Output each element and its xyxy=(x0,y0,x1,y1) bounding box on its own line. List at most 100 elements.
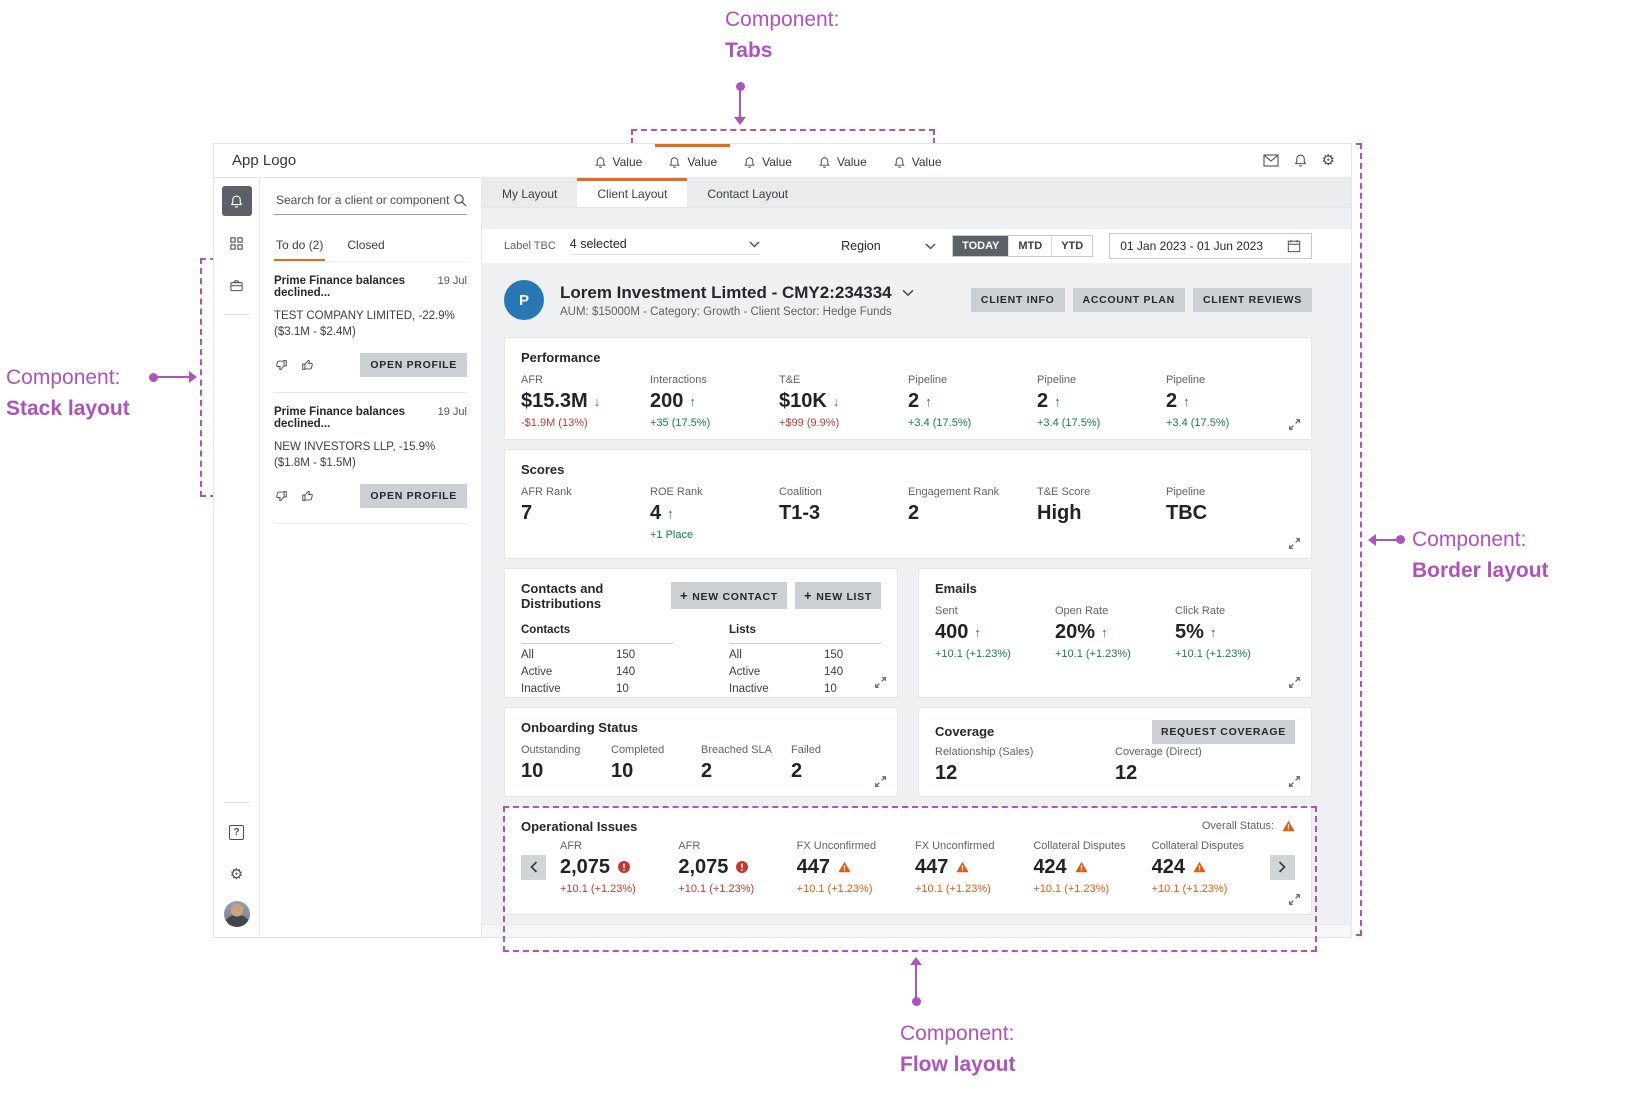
notification-date: 19 Jul xyxy=(437,406,467,419)
plus-icon: + xyxy=(679,588,689,604)
open-profile-button[interactable]: OPEN PROFILE xyxy=(360,353,467,378)
thumbs-up-icon[interactable] xyxy=(301,358,315,372)
app-header: App Logo Value Value Value Value Value xyxy=(214,144,1351,178)
annotation-border-name: Border layout xyxy=(1412,559,1549,582)
flow-connector-arrow xyxy=(910,957,922,965)
tab-client-layout[interactable]: Client Layout xyxy=(577,178,688,207)
open-profile-button[interactable]: OPEN PROFILE xyxy=(360,484,467,509)
rail-divider xyxy=(223,802,250,803)
annotation-stack: Component: Stack layout xyxy=(6,362,130,424)
expand-icon[interactable] xyxy=(874,676,887,689)
metric-afr-issues: AFR 2,075 +10.1 (+1.23%) xyxy=(560,839,636,895)
rail-dashboard-button[interactable] xyxy=(222,228,252,258)
metric-outstanding: Outstanding 10 xyxy=(521,743,581,782)
filter-label: Label TBC xyxy=(504,240,556,252)
bell-icon[interactable] xyxy=(1293,153,1308,168)
date-range-picker[interactable]: 01 Jan 2023 - 01 Jun 2023 xyxy=(1109,233,1312,259)
rail-settings-button[interactable]: ⚙ xyxy=(222,859,252,889)
app-window: App Logo Value Value Value Value Value xyxy=(213,143,1352,938)
plus-icon: + xyxy=(803,588,813,604)
metric-roe-rank: ROE Rank 4 ↑ +1 Place xyxy=(650,486,703,542)
label-select-value: 4 selected xyxy=(569,237,627,251)
border-connector-line xyxy=(1375,539,1400,541)
notification-date: 19 Jul xyxy=(437,275,467,287)
period-ytd-button[interactable]: YTD xyxy=(1051,236,1093,256)
bell-icon xyxy=(668,156,681,169)
search-icon[interactable] xyxy=(453,193,467,207)
header-tab-value-1[interactable]: Value xyxy=(581,144,656,177)
bell-icon xyxy=(818,156,831,169)
header-tab-label: Value xyxy=(762,155,792,169)
scroll-left-button[interactable] xyxy=(521,854,546,880)
expand-icon[interactable] xyxy=(1288,775,1301,788)
warning-icon xyxy=(1282,820,1295,832)
thumbs-down-icon[interactable] xyxy=(274,489,288,503)
client-reviews-button[interactable]: CLIENT REVIEWS xyxy=(1192,288,1312,312)
tab-my-layout[interactable]: My Layout xyxy=(502,187,558,201)
tab-closed[interactable]: Closed xyxy=(347,238,385,252)
header-tab-value-5[interactable]: Value xyxy=(880,144,955,177)
search-input[interactable] xyxy=(274,192,453,208)
thumbs-up-icon[interactable] xyxy=(301,489,315,503)
user-avatar[interactable] xyxy=(223,901,250,927)
stack-connector-dot xyxy=(149,373,158,382)
annotation-flow-name: Flow layout xyxy=(900,1053,1016,1076)
period-today-button[interactable]: TODAY xyxy=(953,236,1009,256)
metric-pipeline-score: Pipeline TBC xyxy=(1166,486,1208,525)
period-mtd-button[interactable]: MTD xyxy=(1008,236,1052,256)
briefcase-icon xyxy=(229,278,244,293)
account-plan-button[interactable]: ACCOUNT PLAN xyxy=(1072,288,1185,312)
contacts-card: Contacts and Distributions + NEW CONTACT … xyxy=(504,567,898,698)
grid-icon xyxy=(229,236,244,251)
expand-icon[interactable] xyxy=(1288,676,1301,689)
calendar-icon xyxy=(1287,239,1301,253)
horizontal-scrollbar[interactable] xyxy=(482,924,1351,937)
rail-help-button[interactable] xyxy=(222,817,252,847)
annotation-border-prefix: Component: xyxy=(1412,528,1527,551)
region-select-value: Region xyxy=(841,239,881,253)
performance-card: Performance AFR $15.3M ↓ -$1.9M (13%) Int… xyxy=(504,337,1312,441)
metric-sent: Sent 400 ↑ +10.1 (+1.23%) xyxy=(935,604,1011,660)
chevron-down-icon[interactable] xyxy=(902,289,914,297)
coverage-card: Coverage REQUEST COVERAGE Relationship (… xyxy=(918,706,1312,797)
table-row: Active 140 xyxy=(521,665,636,678)
expand-icon[interactable] xyxy=(1288,893,1301,906)
mail-icon[interactable] xyxy=(1262,154,1279,167)
annotation-tabs-name: Tabs xyxy=(725,39,773,62)
bell-icon xyxy=(229,194,244,209)
icon-rail: ⚙ xyxy=(214,178,260,937)
arrow-down-icon: ↓ xyxy=(832,394,840,409)
header-tab-value-2[interactable]: Value xyxy=(655,144,731,177)
client-info-button[interactable]: CLIENT INFO xyxy=(970,288,1065,312)
table-row: Inactive 10 xyxy=(729,682,837,695)
gear-icon[interactable]: ⚙ xyxy=(1321,151,1335,169)
expand-icon[interactable] xyxy=(1288,537,1301,550)
new-list-button[interactable]: + NEW LIST xyxy=(794,582,881,610)
rail-divider xyxy=(223,314,250,315)
rail-notifications-button[interactable] xyxy=(221,186,252,216)
tabs-connector-dot xyxy=(736,82,745,91)
tab-todo[interactable]: To do (2) xyxy=(274,232,326,261)
expand-icon[interactable] xyxy=(874,775,887,788)
annotation-tabs-prefix: Component: xyxy=(725,8,840,31)
stack-connector-line xyxy=(156,376,190,378)
thumbs-down-icon[interactable] xyxy=(274,358,288,372)
warning-icon xyxy=(1075,861,1088,873)
layout-tabs: My Layout Client Layout Contact Layout xyxy=(482,178,1351,208)
metric-open-rate: Open Rate 20% ↑ +10.1 (+1.23%) xyxy=(1055,604,1131,660)
label-select[interactable]: 4 selected xyxy=(569,237,760,255)
tab-contact-layout[interactable]: Contact Layout xyxy=(707,187,789,201)
scroll-right-button[interactable] xyxy=(1269,854,1295,880)
header-value-tabs: Value Value Value Value Value xyxy=(581,144,955,177)
request-coverage-button[interactable]: REQUEST COVERAGE xyxy=(1152,719,1295,744)
client-avatar: P xyxy=(504,280,544,320)
rail-portfolio-button[interactable] xyxy=(222,270,252,300)
arrow-up-icon: ↑ xyxy=(1101,624,1108,640)
region-select[interactable]: Region xyxy=(841,239,936,253)
metric-pipeline: Pipeline 2 ↑ +3.4 (17.5%) xyxy=(1037,374,1101,429)
new-contact-button[interactable]: + NEW CONTACT xyxy=(670,582,787,610)
header-tab-value-4[interactable]: Value xyxy=(805,144,880,177)
header-tab-value-3[interactable]: Value xyxy=(730,144,805,177)
arrow-up-icon: ↑ xyxy=(974,624,981,640)
expand-icon[interactable] xyxy=(1288,418,1301,431)
